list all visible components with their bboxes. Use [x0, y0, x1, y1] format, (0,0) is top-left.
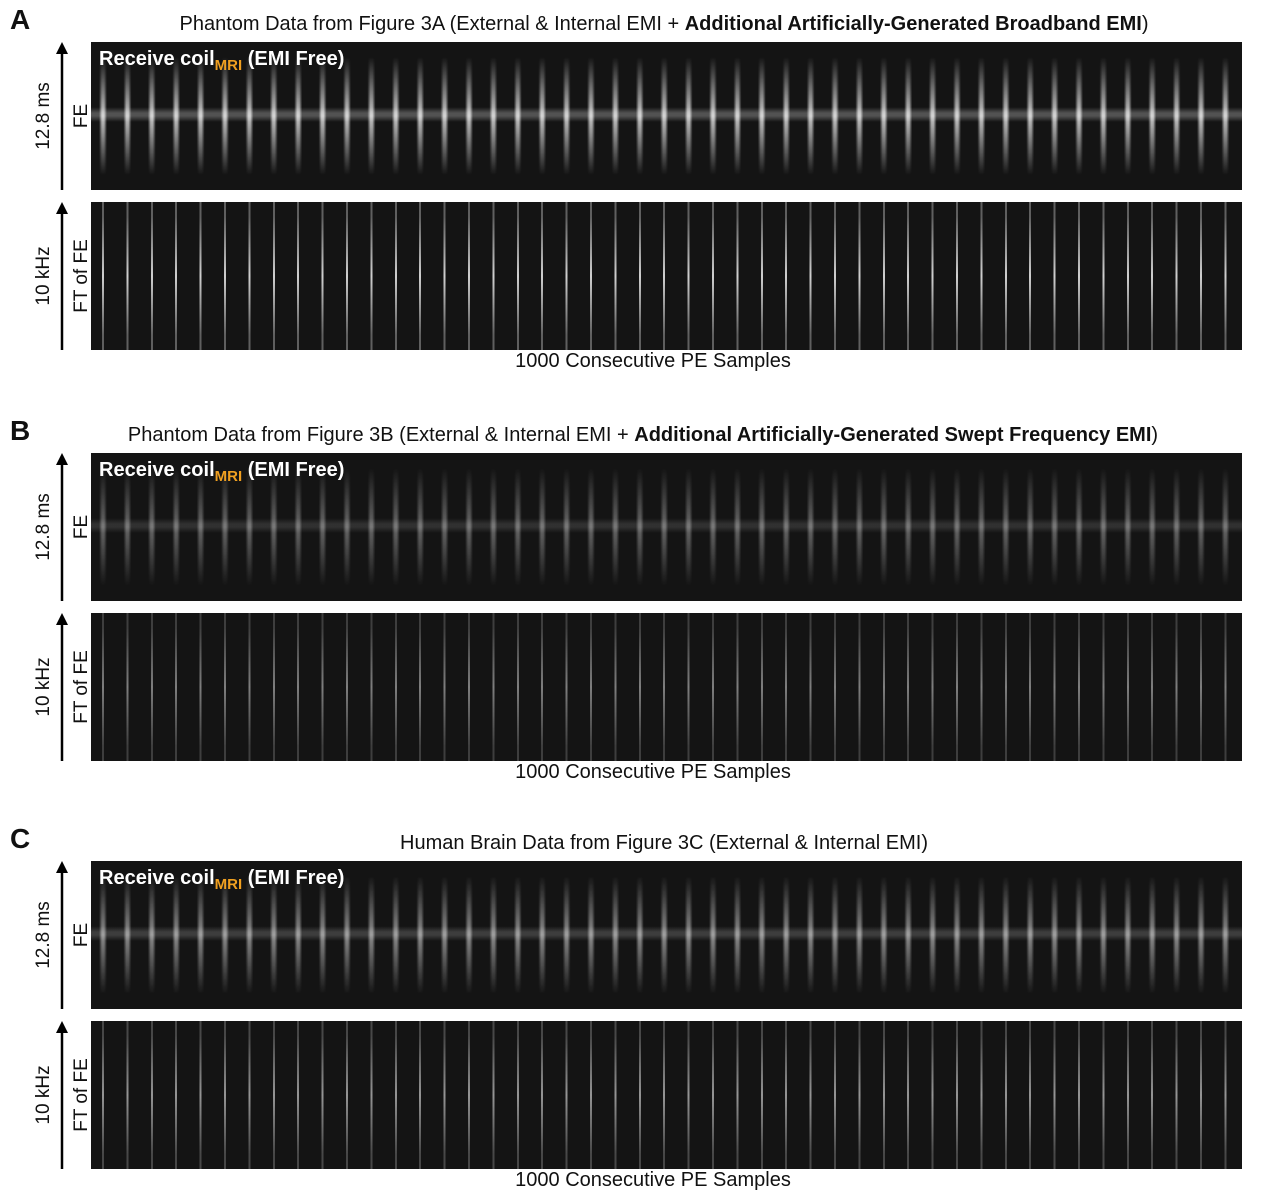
- image-texture: [91, 1021, 1242, 1169]
- image-texture: [91, 613, 1242, 761]
- fe-image: Receive coilMRI (EMI Free): [91, 453, 1242, 601]
- y-label: 10 kHz: [33, 1065, 55, 1124]
- title-bold: Additional Artificially-Generated Swept …: [634, 424, 1151, 446]
- fe-image: Receive coilMRI (EMI Free): [91, 42, 1242, 190]
- axis-arrow: [52, 453, 72, 601]
- axis-arrow: [52, 42, 72, 190]
- y-sublabel: FT of FE: [71, 1058, 93, 1132]
- panel-letter: C: [10, 823, 30, 855]
- title-bold: Additional Artificially-Generated Broadb…: [685, 13, 1142, 35]
- title-text: ): [1142, 13, 1149, 35]
- label-text: Receive coil: [99, 867, 215, 889]
- image-texture: [91, 202, 1242, 350]
- label-text: (EMI Free): [248, 459, 345, 481]
- y-label: 12.8 ms: [33, 82, 55, 150]
- title-text: ): [1151, 424, 1158, 446]
- axis-arrow: [52, 1021, 72, 1169]
- panel-title: Human Brain Data from Figure 3C (Externa…: [400, 832, 928, 855]
- y-sublabel: FE: [71, 515, 93, 539]
- title-text: Phantom Data from Figure 3B (External & …: [128, 424, 634, 446]
- x-label: 1000 Consecutive PE Samples: [515, 350, 791, 373]
- y-label: 10 kHz: [33, 246, 55, 305]
- y-sublabel: FT of FE: [71, 650, 93, 724]
- label-text: Receive coil: [99, 459, 215, 481]
- panel-letter: A: [10, 4, 30, 36]
- y-sublabel: FT of FE: [71, 239, 93, 313]
- y-label: 12.8 ms: [33, 901, 55, 969]
- label-subscript: MRI: [215, 468, 243, 485]
- label-text: (EMI Free): [248, 867, 345, 889]
- axis-arrow: [52, 613, 72, 761]
- title-text: Phantom Data from Figure 3A (External & …: [180, 13, 685, 35]
- label-subscript: MRI: [215, 57, 243, 74]
- label-text: (EMI Free): [248, 48, 345, 70]
- x-label: 1000 Consecutive PE Samples: [515, 1169, 791, 1192]
- image-label: Receive coilMRI (EMI Free): [99, 867, 344, 893]
- panel-title: Phantom Data from Figure 3B (External & …: [128, 424, 1158, 447]
- image-label: Receive coilMRI (EMI Free): [99, 459, 344, 485]
- panel-letter: B: [10, 415, 30, 447]
- y-label: 10 kHz: [33, 657, 55, 716]
- y-sublabel: FE: [71, 923, 93, 947]
- axis-arrow: [52, 861, 72, 1009]
- label-subscript: MRI: [215, 876, 243, 893]
- x-label: 1000 Consecutive PE Samples: [515, 761, 791, 784]
- ft-image: [91, 1021, 1242, 1169]
- y-sublabel: FE: [71, 104, 93, 128]
- fe-image: Receive coilMRI (EMI Free): [91, 861, 1242, 1009]
- title-text: Human Brain Data from Figure 3C (Externa…: [400, 832, 928, 854]
- ft-image: [91, 202, 1242, 350]
- figure: A Phantom Data from Figure 3A (External &…: [0, 0, 1261, 1194]
- y-label: 12.8 ms: [33, 493, 55, 561]
- axis-arrow: [52, 202, 72, 350]
- image-label: Receive coilMRI (EMI Free): [99, 48, 344, 74]
- label-text: Receive coil: [99, 48, 215, 70]
- panel-title: Phantom Data from Figure 3A (External & …: [180, 13, 1149, 36]
- ft-image: [91, 613, 1242, 761]
